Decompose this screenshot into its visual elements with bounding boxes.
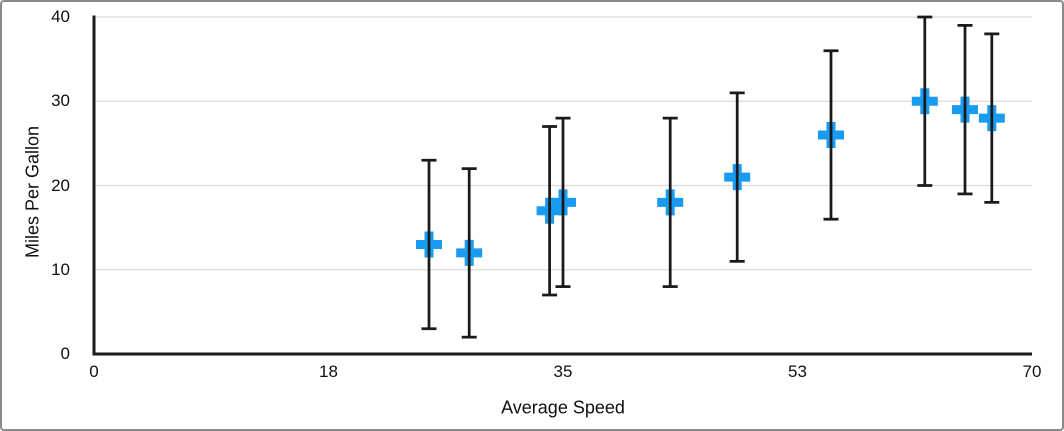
x-tick-label: 35 xyxy=(553,362,573,381)
x-tick-label: 70 xyxy=(1022,362,1042,381)
x-tick-label: 53 xyxy=(788,362,807,381)
error-bar xyxy=(461,167,477,339)
y-axis-title: Miles Per Gallon xyxy=(22,125,43,259)
error-bar xyxy=(542,125,558,297)
error-bar xyxy=(421,158,437,331)
x-axis-title: Average Speed xyxy=(501,397,625,418)
y-tick-label: 30 xyxy=(51,91,70,111)
error-bar xyxy=(957,24,973,196)
error-bar xyxy=(662,116,678,288)
y-tick-label: 0 xyxy=(60,344,70,363)
error-bar xyxy=(984,32,1000,204)
x-tick-label: 0 xyxy=(89,362,99,381)
error-bar xyxy=(917,15,933,187)
y-tick-label: 20 xyxy=(51,175,70,195)
y-tick-label: 40 xyxy=(51,7,70,26)
error-bar xyxy=(555,116,571,288)
error-bar xyxy=(729,91,745,263)
error-bar xyxy=(823,49,839,221)
x-tick-label: 18 xyxy=(319,362,338,381)
y-tick-label: 10 xyxy=(51,259,70,279)
